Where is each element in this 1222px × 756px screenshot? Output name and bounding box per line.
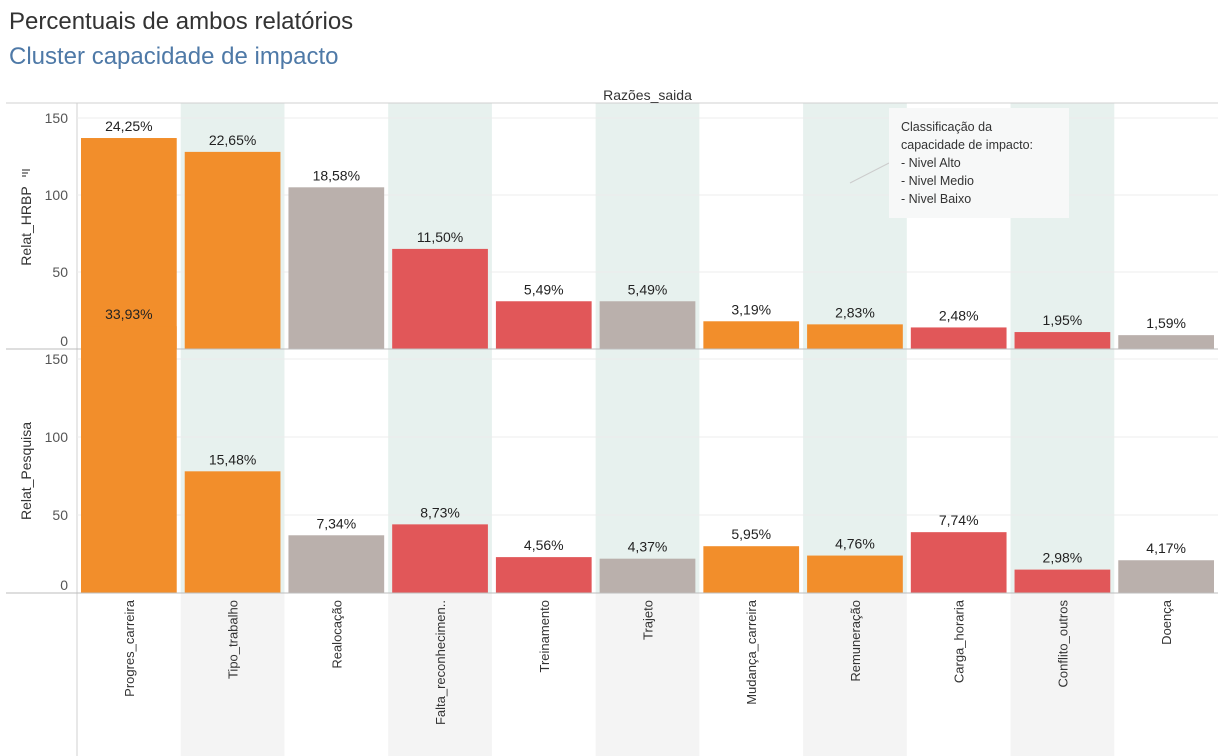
data-label: 5,49% [524, 281, 564, 297]
bar [1014, 569, 1111, 593]
bar [1118, 560, 1214, 593]
y-tick-label: 0 [60, 577, 68, 593]
bar [184, 471, 281, 593]
category-band [180, 593, 285, 756]
bar [910, 327, 1007, 349]
annotation-line: - Nivel Baixo [901, 192, 972, 206]
bar [81, 138, 177, 349]
bar [1014, 332, 1111, 349]
category-label: Tipo_trabalho [226, 600, 241, 679]
bar [184, 151, 281, 349]
category-label: Realocação [329, 600, 344, 669]
data-label: 4,37% [628, 539, 668, 555]
y-tick-label: 100 [45, 429, 69, 445]
data-label: 22,65% [209, 132, 256, 148]
bar [495, 557, 592, 593]
data-label: 7,34% [316, 515, 356, 531]
category-label: Mudança_carreira [744, 599, 759, 705]
chart-subtitle: Cluster capacidade de impacto [9, 43, 339, 70]
data-label: 5,95% [731, 526, 771, 542]
bar [910, 532, 1007, 593]
annotation-line: capacidade de impacto: [901, 138, 1034, 152]
category-label: Progres_carreira [122, 599, 137, 697]
bar [1118, 335, 1214, 349]
y-tick-label: 150 [45, 110, 69, 126]
bar [81, 326, 177, 593]
category-label: Falta_reconhecimen.. [433, 600, 448, 725]
data-label: 18,58% [313, 167, 360, 183]
annotation-line: Classificação da [901, 120, 993, 134]
y-axis-title: Relat_Pesquisa [18, 422, 34, 520]
category-label: Remuneração [848, 600, 863, 682]
category-band [1010, 593, 1115, 756]
data-label: 15,48% [209, 451, 256, 467]
chart-title: Percentuais de ambos relatórios [9, 8, 354, 35]
data-label: 33,93% [105, 306, 152, 322]
y-tick-label: 100 [45, 187, 69, 203]
bar [599, 558, 696, 593]
data-label: 5,49% [628, 281, 668, 297]
category-band [595, 593, 700, 756]
bar [807, 324, 903, 349]
data-label: 24,25% [105, 118, 152, 134]
annotation-line: - Nivel Medio [901, 174, 974, 188]
category-band [388, 593, 492, 756]
data-label: 2,48% [939, 307, 979, 323]
bar [392, 248, 488, 349]
category-label: Doença [1159, 599, 1174, 645]
data-label: 3,19% [731, 301, 771, 317]
y-tick-label: 0 [60, 333, 68, 349]
impact-legend-annotation: Classificação da capacidade de impacto: … [889, 108, 1069, 218]
bar [495, 301, 592, 349]
category-label: Treinamento [537, 600, 552, 673]
category-band [803, 593, 907, 756]
bar [599, 301, 696, 349]
bar [288, 535, 385, 593]
annotation-line: - Nivel Alto [901, 156, 961, 170]
data-label: 4,17% [1146, 540, 1186, 556]
bar [703, 321, 800, 349]
filter-icon [22, 169, 30, 177]
column-header: Razões_saida [603, 87, 692, 103]
data-label: 1,95% [1043, 312, 1083, 328]
category-label: Trajeto [641, 600, 656, 640]
bar [703, 546, 800, 593]
bar [288, 187, 385, 349]
y-tick-label: 50 [52, 264, 68, 280]
data-label: 4,56% [524, 537, 564, 553]
bar [392, 524, 488, 593]
data-label: 4,76% [835, 536, 875, 552]
bar [807, 555, 903, 593]
y-tick-label: 150 [45, 351, 69, 367]
y-axis-title: Relat_HRBP [18, 186, 34, 265]
annotation-pointer [849, 162, 890, 184]
category-label: Conflito_outros [1055, 600, 1070, 688]
category-label: Carga_horaria [952, 599, 967, 683]
data-label: 7,74% [939, 512, 979, 528]
data-label: 2,98% [1043, 550, 1083, 566]
data-label: 1,59% [1146, 315, 1186, 331]
y-tick-label: 50 [52, 507, 68, 523]
data-label: 8,73% [420, 504, 460, 520]
data-label: 2,83% [835, 304, 875, 320]
data-label: 11,50% [417, 229, 463, 245]
